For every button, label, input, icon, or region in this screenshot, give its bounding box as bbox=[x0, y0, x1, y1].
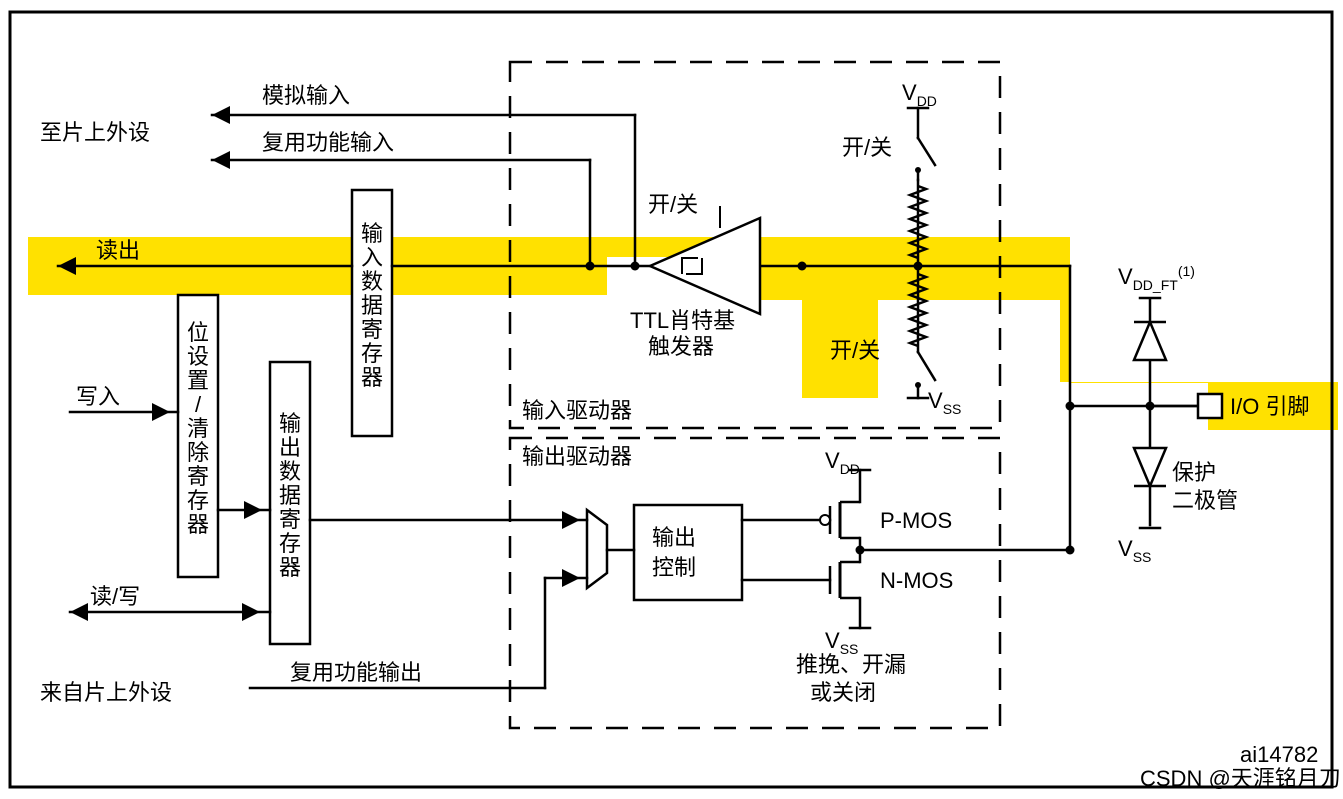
vss-bot-label: VSS bbox=[1118, 536, 1151, 565]
write-label: 写入 bbox=[76, 384, 120, 409]
read-label: 读出 bbox=[96, 238, 140, 263]
arrow-head bbox=[212, 151, 230, 169]
junction-dot bbox=[1066, 546, 1075, 555]
arrow-head bbox=[562, 511, 580, 529]
vdd-ft-label: VDD_FT(1) bbox=[1118, 263, 1195, 293]
output_data-label: 器存寄据数出输 bbox=[279, 411, 301, 580]
pushpull-label-2: 或关闭 bbox=[810, 680, 876, 705]
io-pin-label: I/O 引脚 bbox=[1230, 394, 1309, 419]
io-pin-box bbox=[1198, 394, 1222, 418]
arrow-head bbox=[70, 603, 88, 621]
ttl-label-1: TTL肖特基 bbox=[630, 308, 735, 333]
arrow-head bbox=[244, 501, 262, 519]
arrow-head bbox=[242, 603, 260, 621]
af-output-label: 复用功能输出 bbox=[290, 660, 422, 685]
mux bbox=[587, 510, 607, 588]
output-driver-label: 输出驱动器 bbox=[522, 444, 632, 469]
junction-dot bbox=[631, 262, 640, 271]
figure-id-label: ai14782 bbox=[1240, 742, 1318, 767]
wire-sw_bot_a bbox=[918, 352, 935, 380]
arrow-head bbox=[562, 569, 580, 587]
protection-diode-down bbox=[1134, 448, 1166, 486]
junction-dot bbox=[915, 382, 921, 388]
vss-mid-label: VSS bbox=[928, 388, 961, 417]
analog-input-label: 模拟输入 bbox=[262, 83, 350, 108]
arrow-head bbox=[212, 106, 230, 124]
pmos-label: P-MOS bbox=[880, 508, 952, 533]
junction-dot bbox=[856, 546, 865, 555]
junction-dot bbox=[1146, 402, 1155, 411]
vss-out-label: VSS bbox=[825, 628, 858, 657]
schmitt-trigger bbox=[650, 218, 760, 314]
protection-label-2: 二极管 bbox=[1172, 488, 1238, 513]
output-control-label-1: 输出 bbox=[652, 525, 696, 550]
af-input-label: 复用功能输入 bbox=[262, 130, 394, 155]
from-peripheral-label: 来自片上外设 bbox=[40, 680, 172, 705]
on-off-1-label: 开/关 bbox=[648, 192, 698, 217]
on-off-2-label: 开/关 bbox=[842, 135, 892, 160]
vdd-out-label: VDD bbox=[825, 448, 860, 477]
junction-dot bbox=[798, 262, 807, 271]
nmos-label: N-MOS bbox=[880, 568, 953, 593]
junction-dot bbox=[1066, 402, 1075, 411]
protection-diode-up bbox=[1134, 322, 1166, 360]
arrow-head bbox=[152, 403, 170, 421]
pmos-bubble bbox=[820, 515, 830, 525]
wire-sw_top_a bbox=[918, 138, 935, 165]
output-control-box bbox=[634, 505, 742, 600]
bit_set_reset-label: 器存寄除清/置设位 bbox=[187, 320, 209, 537]
junction-dot bbox=[914, 262, 923, 271]
input_data-label: 器存寄据数入输 bbox=[361, 221, 383, 390]
junction-dot bbox=[915, 167, 921, 173]
watermark: CSDN @天涯铭月刀 bbox=[1140, 766, 1341, 791]
protection-label-1: 保护 bbox=[1172, 460, 1216, 485]
on-off-3-label: 开/关 bbox=[830, 338, 880, 363]
ttl-label-2: 触发器 bbox=[648, 334, 714, 359]
to-peripheral-label: 至片上外设 bbox=[40, 120, 150, 145]
vdd-top-label: VDD bbox=[902, 80, 937, 109]
junction-dot bbox=[586, 262, 595, 271]
output-control-label-2: 控制 bbox=[652, 555, 696, 580]
input-driver-label: 输入驱动器 bbox=[522, 398, 632, 423]
rw-label: 读/写 bbox=[90, 584, 140, 609]
